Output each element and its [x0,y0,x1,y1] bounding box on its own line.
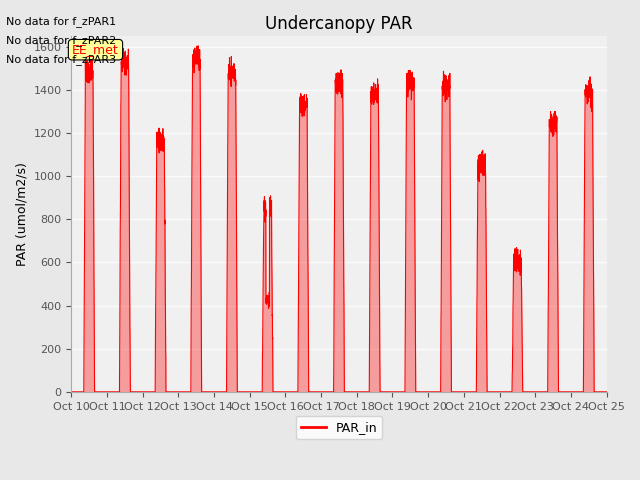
Text: No data for f_zPAR2: No data for f_zPAR2 [6,35,116,46]
Text: EE_met: EE_met [72,43,119,56]
Text: No data for f_zPAR3: No data for f_zPAR3 [6,54,116,65]
Title: Undercanopy PAR: Undercanopy PAR [265,15,413,33]
Legend: PAR_in: PAR_in [296,416,382,439]
Y-axis label: PAR (umol/m2/s): PAR (umol/m2/s) [15,162,28,266]
Text: No data for f_zPAR1: No data for f_zPAR1 [6,16,116,27]
